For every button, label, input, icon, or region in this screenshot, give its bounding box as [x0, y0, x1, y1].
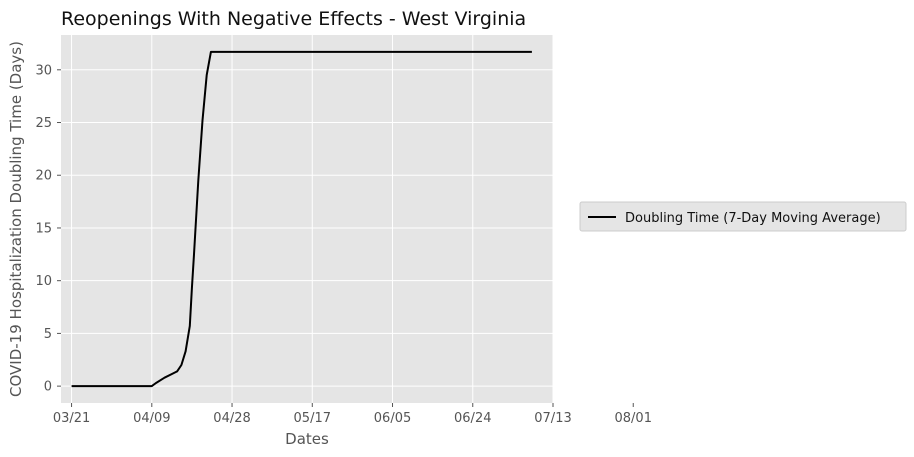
- legend-box: [579, 201, 907, 232]
- legend: Doubling Time (7-Day Moving Average): [579, 201, 907, 232]
- x-tick-label: 08/01: [615, 411, 652, 426]
- x-tick-label: 05/17: [294, 411, 331, 426]
- chart-title: Reopenings With Negative Effects - West …: [61, 8, 526, 30]
- ticks: 03/21 04/09 04/28 05/17 06/05 06/24 07/13 08/01…: [35, 63, 652, 426]
- grid: [61, 35, 634, 403]
- y-tick-label: 15: [35, 221, 52, 236]
- y-tick-label: 5: [44, 327, 52, 342]
- y-tick-label: 10: [35, 274, 52, 289]
- x-axis-label: Dates: [285, 430, 329, 448]
- series-layer: [71, 50, 532, 388]
- y-tick-label: 0: [44, 380, 52, 395]
- x-tick-label: 06/24: [454, 411, 491, 426]
- x-tick-label: 04/28: [213, 411, 250, 426]
- y-axis-label: COVID-19 Hospitalization Doubling Time (…: [7, 41, 25, 397]
- x-tick-label: 03/21: [53, 411, 90, 426]
- plot-area: [61, 35, 553, 403]
- x-tick-label: 04/09: [133, 411, 170, 426]
- x-tick-label: 07/13: [534, 411, 571, 426]
- legend-label: Doubling Time (7-Day Moving Average): [625, 211, 881, 226]
- y-tick-label: 30: [35, 63, 52, 78]
- y-tick-label: 25: [35, 116, 52, 131]
- x-tick-label: 06/05: [374, 411, 411, 426]
- series-line-doubling-time: [71, 50, 532, 388]
- y-tick-label: 20: [35, 169, 52, 184]
